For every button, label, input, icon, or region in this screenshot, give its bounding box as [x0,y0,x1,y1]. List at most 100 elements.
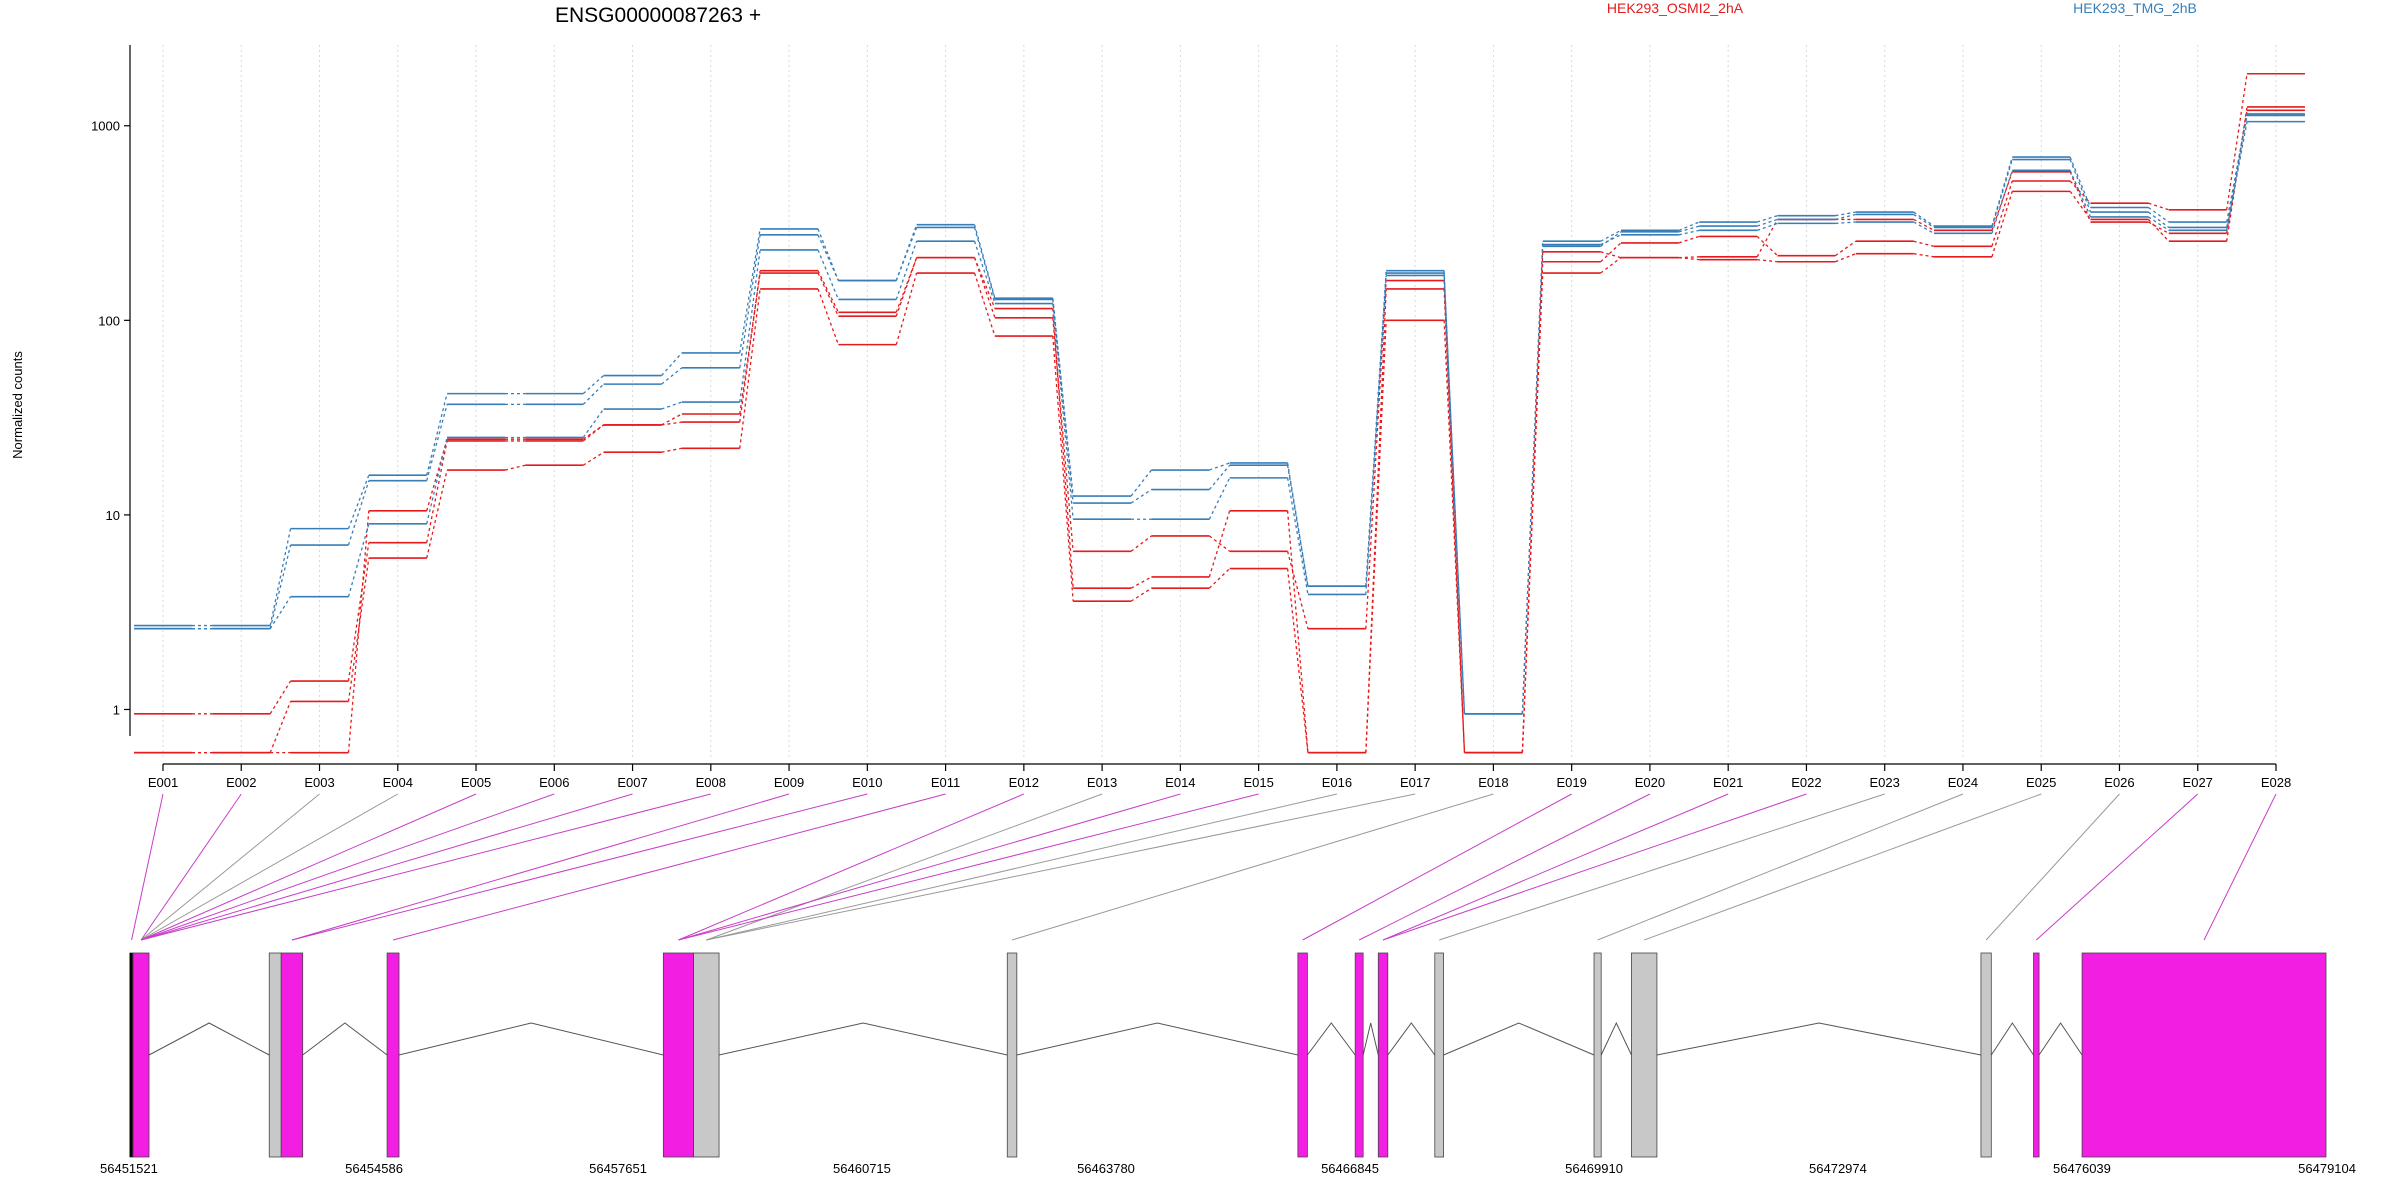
series-connector [1130,535,1152,552]
x-tick-label-E024: E024 [1948,775,1978,790]
series-connector [1678,229,1700,236]
series-connector [582,383,605,405]
intron-line [1016,1022,1298,1056]
exon-box-4 [280,952,304,1158]
series-connector [1052,336,1074,602]
series-connector [1365,272,1387,587]
coordinate-label: 56466845 [1321,1161,1379,1176]
intron-line [1600,1021,1632,1056]
link-E015 [678,793,1259,941]
link-E012 [678,793,1025,941]
coordinate-label: 56457651 [589,1161,647,1176]
coordinate-label: 56460715 [833,1161,891,1176]
series-connector [1756,219,1779,258]
series-connector [426,439,448,511]
series-connector [1756,215,1778,223]
x-tick-label-E004: E004 [383,775,413,790]
series-connector [739,270,761,423]
series-connector [1678,256,1700,259]
series-connector [1835,221,1856,225]
link-E022 [1382,793,1807,941]
series-connector [1913,213,1935,229]
series-connector [269,596,292,630]
series-connector [347,557,370,702]
exon-box-3 [268,952,282,1158]
link-E016 [706,793,1338,941]
series-connector [426,404,448,481]
legend-entry-tmg: HEK293_TMG_2hB [2073,0,2197,16]
series-connector [347,510,370,753]
exon-box-13 [1593,952,1602,1158]
series-connector [1756,235,1778,257]
x-tick-label-E011: E011 [931,775,960,790]
series-connector [1835,240,1857,257]
series-connector [347,474,370,529]
exon-box-2 [132,952,150,1158]
x-tick-label-E019: E019 [1556,775,1586,790]
link-E024 [1597,793,1964,941]
x-tick-label-E023: E023 [1870,775,1900,790]
link-E008 [140,793,711,941]
series-connector [1835,253,1856,263]
series-connector [1130,576,1152,589]
series-connector [1678,225,1700,233]
link-E003 [140,793,320,941]
intron-line [718,1022,1008,1056]
series-connector [973,257,996,319]
series-connector [426,469,448,559]
series-connector [1443,273,1466,714]
series-connector [817,270,839,313]
y-tick-label: 1 [113,702,120,717]
x-tick-label-E028: E028 [2261,775,2291,790]
series-connector [973,272,996,337]
x-tick-label-E018: E018 [1478,775,1508,790]
series-connector [1365,280,1387,629]
link-E013 [706,793,1103,941]
coordinate-label: 56454586 [345,1161,403,1176]
link-E001 [131,793,164,941]
series-connector [739,249,761,403]
series-connector [2147,218,2170,242]
x-tick-label-E010: E010 [852,775,882,790]
series-connector [1678,235,1700,244]
series-connector [269,701,292,753]
x-tick-label-E013: E013 [1087,775,1117,790]
series-connector [1600,234,1622,246]
series-connector [1208,477,1231,520]
series-connector [1052,308,1074,589]
intron-line [2038,1022,2083,1056]
y-axis-label: Normalized counts [10,351,25,459]
series-connector [347,542,370,682]
series-connector [817,249,839,300]
link-E027 [2035,793,2199,941]
x-tick-label-E016: E016 [1322,775,1352,790]
exon-box-7 [693,952,720,1158]
intron-line [1307,1022,1356,1056]
intron-line [148,1022,270,1056]
series-connector [1052,303,1074,520]
axes: 1 10 100 1000 E001 E002 E003 E004 E005 E006 E007 E0… [91,45,2291,790]
x-tick-label-E021: E021 [1713,775,1743,790]
series-connector [269,544,292,629]
x-tick-label-E017: E017 [1400,775,1430,790]
legend-entry-osmi: HEK293_OSMI2_2hA [1607,0,1744,16]
series-connector [1443,275,1466,714]
x-tick-label-E005: E005 [461,775,491,790]
intron-line [1387,1022,1436,1056]
series-connector [1991,171,2013,231]
series-connector [2069,171,2092,223]
series-connector [2069,159,2092,213]
link-E006 [140,793,555,941]
link-E007 [140,793,633,941]
series-HEK293_TMG_2hB-5 [134,120,2305,715]
intron-line [302,1022,388,1056]
series-connector [1913,240,1935,247]
series-connector [1208,535,1231,552]
x-tick-label-E006: E006 [539,775,569,790]
series-connector [2148,202,2169,211]
series-connector [1913,211,1935,227]
x-tick-label-E020: E020 [1635,775,1665,790]
series-connector [2148,211,2170,229]
series-connector [1757,259,1778,263]
